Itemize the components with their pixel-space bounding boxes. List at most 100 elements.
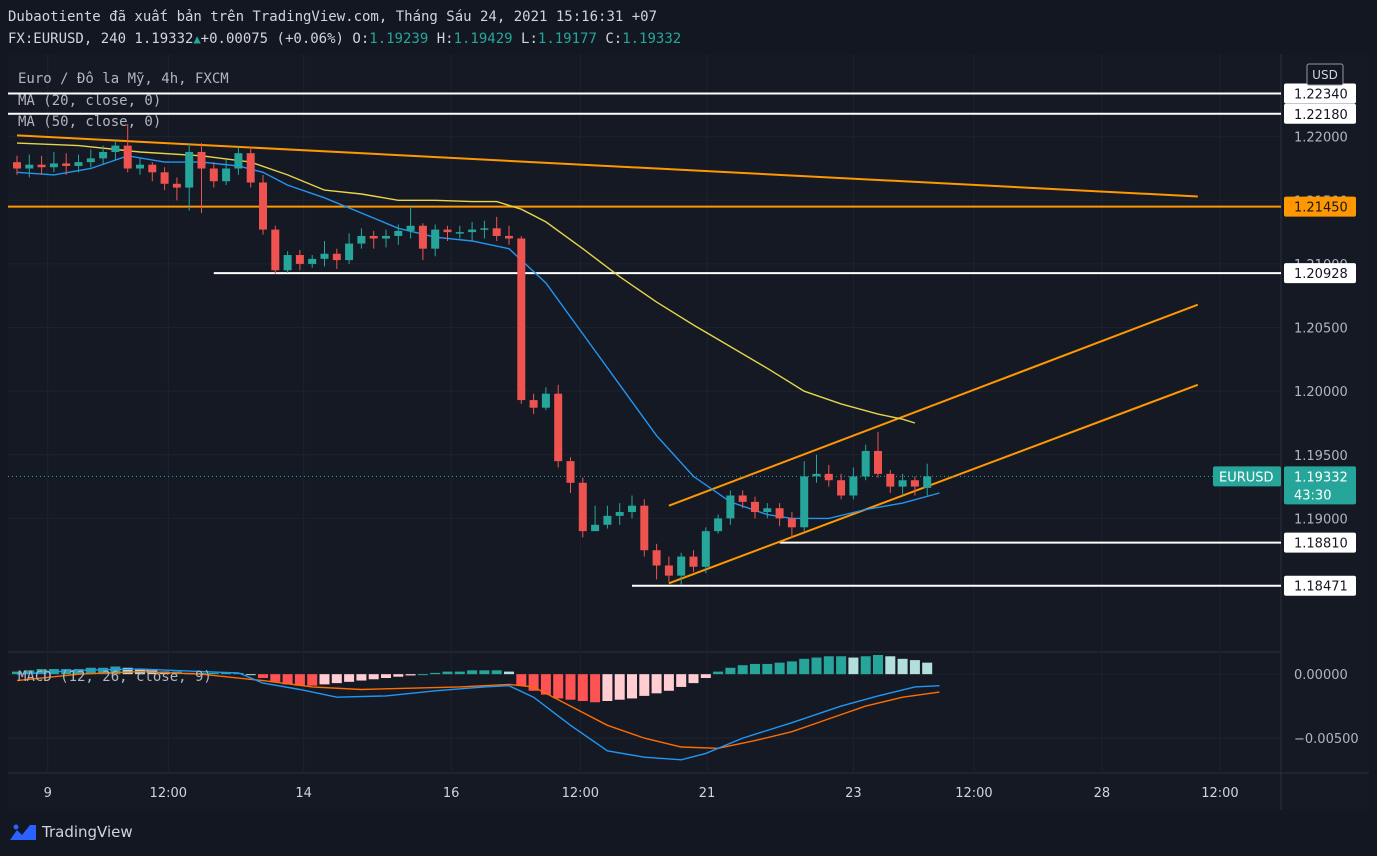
macd-histogram-bar	[454, 671, 465, 675]
candle-body	[283, 255, 292, 271]
macd-histogram-bar	[221, 672, 232, 675]
macd-histogram-bar	[799, 658, 810, 675]
legend-macd: MACD (12, 26, close, 9)	[18, 669, 212, 685]
candle-body	[25, 164, 34, 169]
up-arrow-icon: ▲	[193, 32, 201, 46]
macd-histogram-bar	[442, 671, 453, 675]
currency-button[interactable]: USD	[1306, 63, 1344, 86]
candle-body	[591, 524, 600, 532]
publish-info: Dubaotiente đã xuất bản trên TradingView…	[8, 9, 658, 25]
candle-body	[185, 151, 194, 188]
macd-histogram-bar	[627, 674, 637, 699]
macd-histogram-bar	[307, 674, 318, 686]
high-key: H:	[436, 31, 454, 47]
candle-body	[886, 473, 895, 487]
candle-body	[689, 556, 698, 567]
price-level-tag	[1284, 263, 1356, 284]
candle-body	[874, 450, 882, 474]
candle-body	[751, 501, 759, 513]
macd-histogram-bar	[504, 671, 514, 675]
tradingview-logo[interactable]: TradingView	[8, 822, 133, 842]
candle-body	[111, 145, 120, 152]
candle-body	[455, 232, 464, 234]
candle-body	[431, 229, 440, 249]
macd-histogram-bar	[85, 667, 96, 675]
macd-histogram-bar	[344, 674, 355, 682]
macd-histogram-bar	[577, 674, 588, 701]
brand-name: TradingView	[42, 823, 133, 841]
candle-body	[578, 482, 587, 532]
x-tick-label: 21	[699, 786, 716, 801]
macd-histogram-bar	[602, 674, 613, 701]
candle-body	[74, 162, 83, 166]
macd-histogram-bar	[922, 662, 933, 675]
macd-histogram-bar	[331, 674, 342, 684]
candle-body	[603, 515, 612, 525]
candle-body	[394, 230, 403, 236]
candle-body	[640, 505, 649, 551]
price-level-label: 1.18471	[1294, 580, 1348, 595]
candle-body	[566, 461, 575, 483]
drawings	[8, 92, 1281, 587]
trendline	[668, 383, 1199, 585]
macd-histogram-bar	[750, 663, 760, 675]
candle-body	[468, 229, 477, 233]
candle-body	[332, 253, 341, 261]
open-value: 1.19239	[369, 31, 429, 47]
x-tick-label: 16	[443, 786, 460, 801]
macd-histogram-bar	[417, 674, 428, 676]
ohlc-bar: FX:EURUSD, 240 1.19332▲+0.00075 (+0.06%)…	[8, 31, 681, 47]
macd-histogram-bar	[36, 669, 47, 675]
macd-histogram-bar	[565, 674, 576, 700]
macd-histogram-bar	[98, 667, 109, 675]
x-tick-label: 9	[44, 786, 52, 801]
candle-body	[418, 225, 427, 249]
candle-body	[726, 495, 735, 519]
candle-body	[910, 480, 919, 487]
macd-histogram-bar	[786, 661, 797, 675]
last-price-tag	[1284, 466, 1356, 505]
macd-histogram-bar	[909, 660, 920, 675]
grid	[8, 54, 1369, 810]
macd-histogram-bar	[737, 665, 748, 675]
low-key: L:	[521, 31, 538, 47]
macd-histogram-bar	[491, 670, 502, 675]
macd-histogram-bar	[811, 657, 822, 675]
candle-body	[160, 172, 169, 184]
macd-line	[16, 668, 940, 761]
symbol-tag	[1213, 466, 1281, 487]
macd-histogram-bar	[663, 674, 674, 691]
candle-body	[209, 168, 218, 182]
macd-pane: 0.00000 −0.00500	[8, 655, 1359, 761]
y-tick-label: 1.19500	[1294, 449, 1348, 464]
price-level-tag	[1284, 103, 1356, 124]
macd-histogram-bar	[713, 671, 724, 675]
candle-body	[345, 243, 354, 261]
candle-body	[271, 229, 280, 271]
candles	[13, 123, 932, 585]
macd-histogram-bar	[393, 674, 404, 677]
candle-body	[443, 229, 452, 233]
macd-histogram-bar	[24, 670, 35, 675]
macd-histogram-bar	[688, 674, 699, 684]
close-value: 1.19332	[622, 31, 682, 47]
macd-histogram-bar	[860, 656, 871, 675]
macd-histogram-bar	[725, 667, 736, 675]
candle-body	[529, 400, 538, 408]
x-tick-label: 23	[845, 786, 862, 801]
candle-body	[320, 253, 329, 259]
macd-histogram-bar	[208, 672, 219, 675]
candle-body	[652, 550, 661, 566]
macd-histogram-bar	[356, 674, 367, 681]
high-value: 1.19429	[453, 31, 513, 47]
candle-body	[62, 163, 71, 166]
macd-histogram-bar	[73, 669, 84, 675]
x-tick-label: 12:00	[955, 786, 992, 801]
price-change: +0.00075 (+0.06%)	[200, 31, 344, 47]
candle-body	[49, 163, 58, 168]
macd-tick-label: −0.00500	[1294, 732, 1359, 747]
candle-body	[824, 473, 833, 481]
candle-body	[123, 145, 132, 169]
countdown-label: 43:30	[1294, 488, 1331, 503]
